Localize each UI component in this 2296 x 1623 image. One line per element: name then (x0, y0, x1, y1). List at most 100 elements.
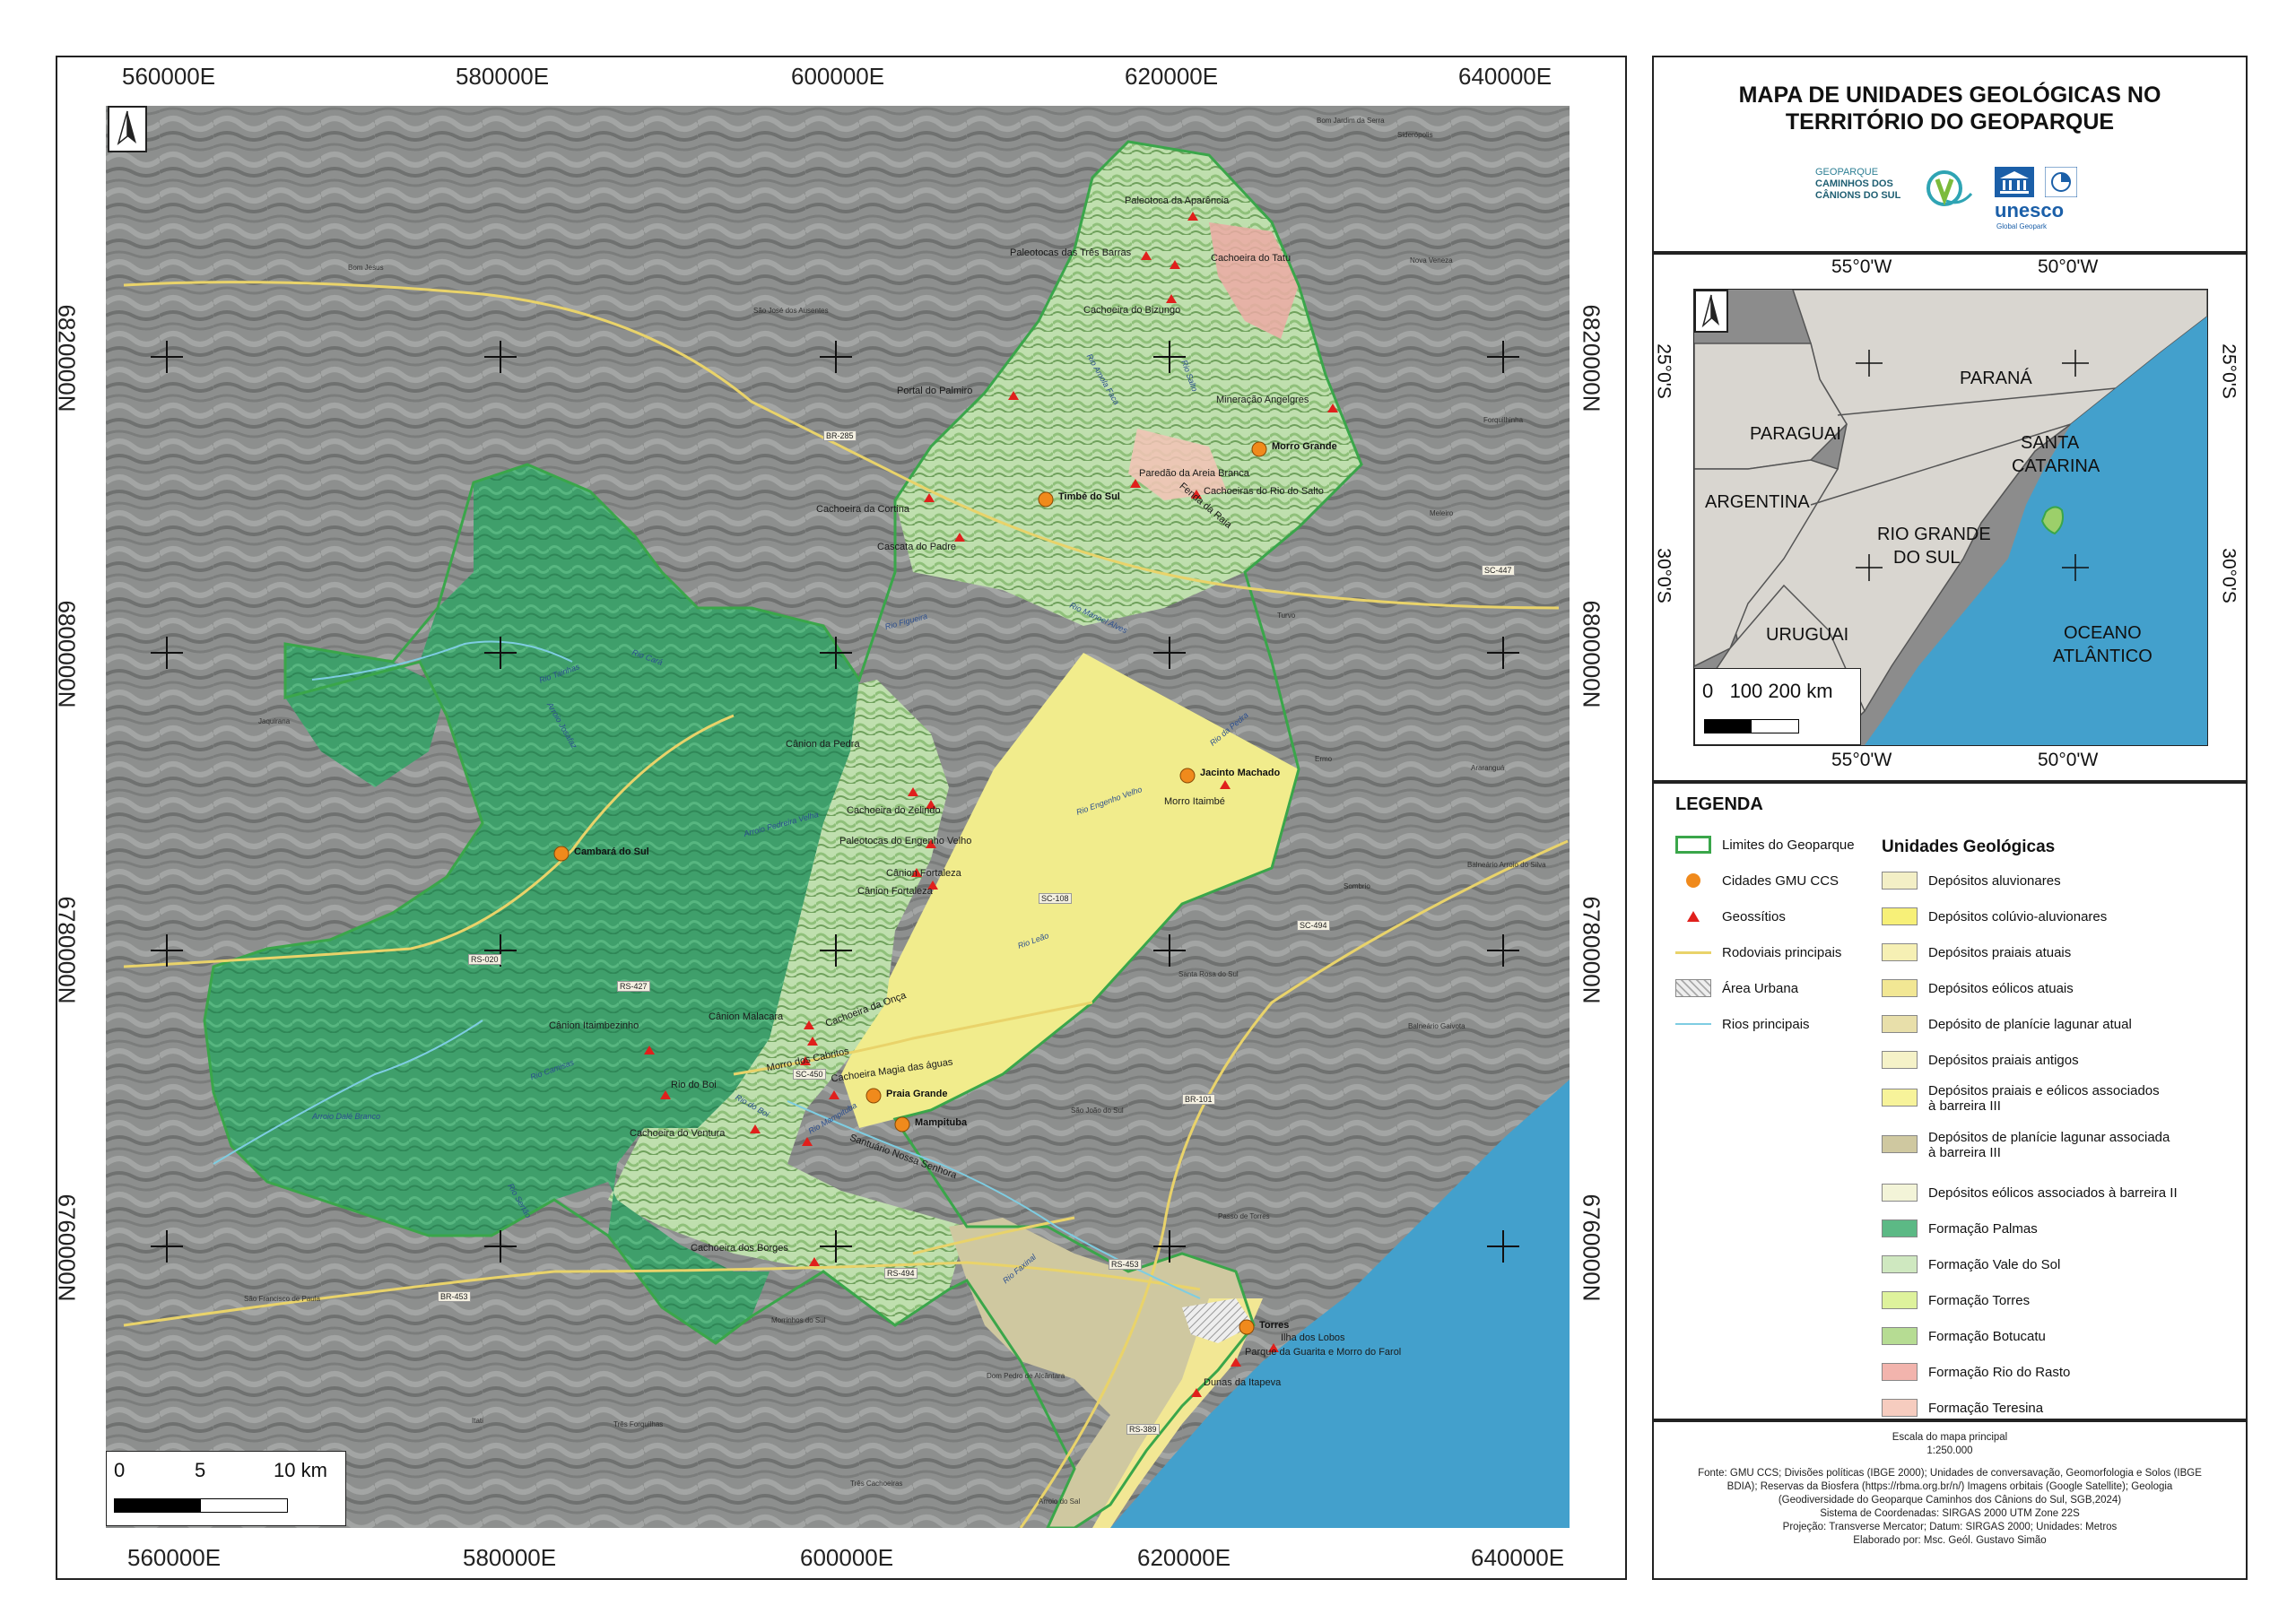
scale-segment-black (114, 1498, 202, 1513)
river-camisas (213, 1020, 483, 1165)
unit-swatch (1882, 1184, 1918, 1202)
legend-unit-label: Depósitos praiais atuais (1928, 944, 2072, 960)
geosite-label: Cânion Itaimbezinho (549, 1020, 639, 1031)
credits-line2: BDIA); Reservas da Biosfera (https://rbm… (1726, 1481, 2173, 1492)
scale-bar: 0 5 10 km (106, 1451, 346, 1526)
place-label: Turvo (1277, 612, 1296, 620)
legend-title: LEGENDA (1675, 794, 1763, 814)
legend-item-label: Cidades GMU CCS (1722, 872, 1839, 889)
geosite-label: Cachoeira dos Borges (691, 1243, 788, 1254)
legend-item-urban: Área Urbana (1675, 979, 1798, 997)
inset-geopark-outline (2040, 506, 2064, 535)
place-label: Três Forquilhas (613, 1420, 664, 1428)
inset-border-sc-rs (1810, 423, 2072, 506)
inset-label-sc-2: CATARINA (2012, 456, 2100, 476)
road-shield: SC-494 (1297, 920, 1330, 931)
title-panel: MAPA DE UNIDADES GEOLÓGICAS NO TERRITÓRI… (1652, 56, 2248, 253)
coord-top-3: 600000E (791, 63, 885, 90)
unit-vale-do-sol-south (608, 680, 967, 1325)
road-shield: BR-453 (438, 1291, 471, 1302)
inset-lon-bottom-1: 55°0'W (1831, 750, 1892, 770)
river-tainhas (311, 640, 573, 681)
inset-map[interactable]: PARANÁ PARAGUAI SANTA CATARINA ARGENTINA… (1693, 289, 2208, 746)
inset-lon-top-2: 50°0'W (2038, 256, 2099, 277)
place-label: Passo de Torres (1218, 1212, 1270, 1220)
road-rs-020 (123, 714, 735, 968)
credits-line3: (Geodiversidade do Geoparque Caminhos do… (1778, 1495, 2122, 1506)
inset-lat-left-2: 30°0'S (1653, 548, 1674, 603)
road-rs-453 (123, 1261, 1201, 1327)
road-shield: RS-389 (1126, 1424, 1160, 1435)
unit-formacao-palmas-north (285, 644, 447, 787)
city-marker-mampituba (894, 1116, 910, 1133)
unit-swatch (1882, 943, 1918, 961)
coord-top-5: 640000E (1458, 63, 1552, 90)
geosite-label: Mineração Angelgres (1216, 395, 1309, 405)
city-label-praia-grande: Praia Grande (886, 1089, 948, 1099)
place-label: Forquilhinha (1483, 416, 1524, 424)
inset-scale-label: 0 100 200 km (1702, 680, 1833, 702)
geosite-label: Cânion Fortaleza (886, 868, 961, 879)
legend-unit-label: Depósitos colúvio-aluvionares (1928, 908, 2108, 924)
inset-scale-bar: 0 100 200 km (1694, 668, 1861, 745)
place-label: Arroio do Sal (1039, 1497, 1081, 1506)
coord-right-2: 6800000N (1578, 600, 1605, 708)
legend-unit-label-2: à barreira III (1928, 1098, 2001, 1114)
road-shield: RS-427 (617, 981, 650, 992)
unit-swatch (1882, 907, 1918, 925)
geosite-label: Cachoeiras do Rio do Salto (1204, 486, 1324, 497)
hatch-swatch-icon (1675, 979, 1711, 997)
coord-top-1: 560000E (122, 63, 216, 90)
inset-scale-white (1751, 719, 1799, 733)
legend-unit-label: Formação Palmas (1928, 1220, 2038, 1237)
road-shield: RS-453 (1109, 1259, 1142, 1270)
legend-unit-label-wrap: Depósitos praiais e eólicos associados à … (1928, 1083, 2160, 1114)
unit-swatch (1882, 1051, 1918, 1069)
map-title-line1: MAPA DE UNIDADES GEOLÓGICAS NO (1738, 82, 2161, 108)
legend-item-label: Área Urbana (1722, 980, 1799, 996)
geosite-label: Dunas da Itapeva (1204, 1377, 1282, 1388)
legend-unit: Depósitos aluvionares (1882, 872, 2061, 890)
credits-line1: Fonte: GMU CCS; Divisões políticas (IBGE… (1698, 1468, 2202, 1479)
geosite-label: Cachoeira do Bizungo (1083, 305, 1181, 316)
coord-top-4: 620000E (1125, 63, 1219, 90)
grid-crosses (151, 341, 1519, 1263)
place-label: Araranguá (1471, 764, 1505, 772)
legend-unit-label: Formação Torres (1928, 1292, 2031, 1308)
legend-unit-label: Depósitos de planície lagunar associada (1928, 1130, 2170, 1145)
unit-planicie-lagunar-iii (949, 1218, 1254, 1528)
coord-bottom-5: 640000E (1471, 1544, 1565, 1571)
road-line-icon (1675, 943, 1711, 961)
place-label: Sombrio (1344, 882, 1370, 890)
inset-lon-bottom-2: 50°0'W (2038, 750, 2099, 770)
red-triangle-icon (1675, 907, 1711, 925)
inset-label-sc-1: SANTA (2021, 433, 2080, 453)
urban-area-torres (1182, 1298, 1254, 1343)
city-marker-jacinto-machado (1179, 768, 1196, 784)
coord-left-1: 6820000N (53, 304, 81, 412)
unit-swatch (1882, 1255, 1918, 1273)
legend-unit-label-2: à barreira III (1928, 1145, 2001, 1160)
coord-left-2: 6800000N (53, 600, 81, 708)
legend-item-label: Geossítios (1722, 908, 1786, 924)
road-shield: SC-447 (1482, 565, 1515, 576)
legend-unit: Formação Rio do Rasto (1882, 1363, 2070, 1381)
coord-bottom-1: 560000E (127, 1544, 222, 1571)
main-map[interactable]: Morro Grande Timbé do Sul Jacinto Machad… (106, 106, 1570, 1528)
place-label: Itati (472, 1417, 483, 1425)
place-label: Siderópolis (1397, 131, 1433, 139)
scale-label-end: 10 km (274, 1459, 327, 1481)
legend-unit: Formação Botucatu (1882, 1327, 2046, 1345)
geosite-label: Paleotocas do Engenho Velho (839, 836, 972, 846)
credits-scale-title: Escala do mapa principal (1892, 1432, 2008, 1443)
legend-units-title: Unidades Geológicas (1882, 838, 2056, 856)
city-label-torres: Torres (1259, 1320, 1290, 1331)
geopark-logo: GEOPARQUE CAMINHOS DOS CÂNIONS DO SUL (1815, 167, 1986, 230)
legend-unit: Depósito de planície lagunar atual (1882, 1015, 2132, 1033)
road-sc-450 (733, 1001, 1093, 1076)
geosite-label: Paredão da Areia Branca (1139, 468, 1249, 479)
inset-lon-top-1: 55°0'W (1831, 256, 1892, 277)
city-marker-praia-grande (865, 1088, 882, 1104)
geosite-label: Paleotocas das Três Barras (1010, 247, 1132, 258)
legend-unit: Depósitos praiais atuais (1882, 943, 2071, 961)
